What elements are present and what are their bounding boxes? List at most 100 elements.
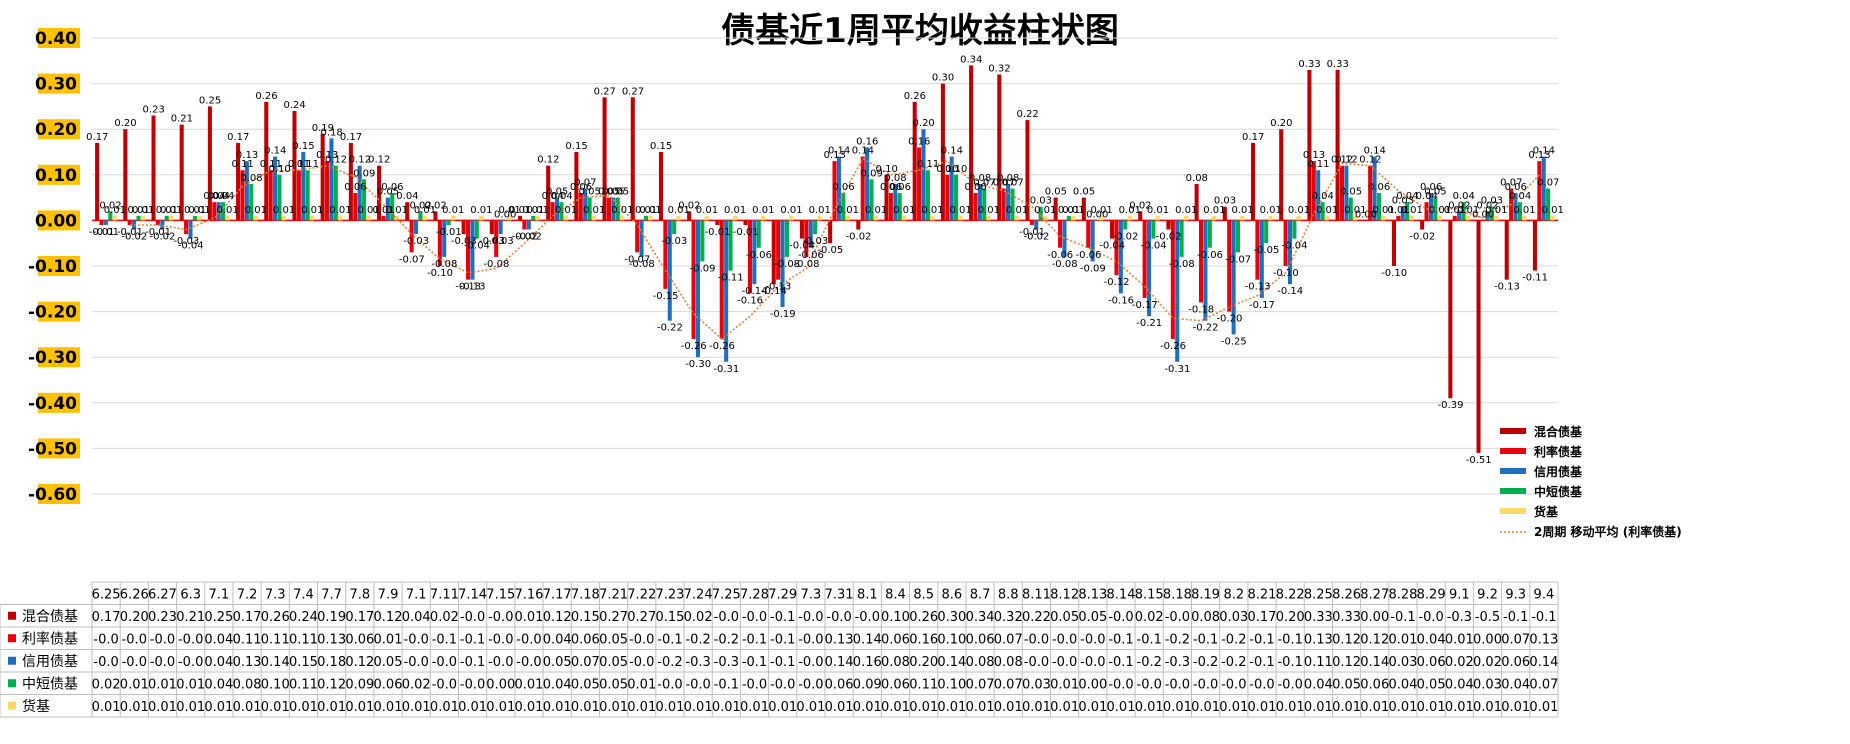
bar — [1255, 220, 1260, 280]
bar — [338, 215, 343, 221]
data-label: 0.07 — [1537, 177, 1559, 188]
bar — [236, 142, 241, 221]
data-label: 0.01 — [522, 205, 544, 216]
data-label: -0.06 — [746, 250, 772, 261]
table-cell: 0.12 — [317, 677, 346, 692]
table-cell: 0.00 — [486, 677, 515, 692]
data-label: 0.05 — [1424, 187, 1446, 198]
data-label: 0.00 — [1355, 209, 1377, 220]
table-cell: -0.1 — [432, 632, 457, 647]
bar — [1391, 220, 1396, 266]
table-cell: 0.01 — [853, 700, 882, 715]
bars — [95, 65, 1555, 453]
bar — [724, 220, 729, 362]
y-tick-label: 0.10 — [35, 166, 77, 186]
bar — [442, 220, 447, 257]
bar — [841, 193, 846, 221]
table-header-cell: 6.25 — [92, 587, 121, 602]
data-label: 0.03 — [1030, 196, 1052, 207]
data-label: -0.13 — [1494, 282, 1520, 293]
table-cell: 0.01 — [233, 700, 262, 715]
data-label: 0.01 — [611, 205, 633, 216]
bar — [1480, 220, 1485, 221]
table-header-cell: 7.31 — [825, 587, 854, 602]
data-label: 0.08 — [1186, 173, 1208, 184]
data-label: 0.00 — [1086, 209, 1108, 220]
data-label: 0.18 — [321, 127, 343, 138]
table-cell: -0.1 — [1277, 632, 1302, 647]
data-label: 0.01 — [1372, 205, 1394, 216]
data-label: 0.11 — [1307, 159, 1329, 170]
bar — [465, 220, 471, 280]
data-label: 0.06 — [889, 182, 911, 193]
table-cell: 0.01 — [176, 700, 205, 715]
data-label: -0.31 — [713, 364, 739, 375]
table-cell: 0.04 — [204, 655, 233, 670]
bar — [1420, 220, 1425, 230]
data-label: 0.10 — [945, 164, 967, 175]
bar — [1292, 220, 1297, 239]
table-header-cell: 8.6 — [942, 587, 963, 602]
bar — [574, 152, 579, 221]
table-cell: 0.33 — [1304, 610, 1333, 625]
data-label: 0.17 — [86, 132, 108, 143]
bar — [414, 220, 419, 235]
data-label: -0.10 — [427, 268, 453, 279]
table-cell: 0.01 — [1388, 632, 1417, 647]
data-label: 0.05 — [1045, 187, 1067, 198]
data-label: 0.21 — [171, 114, 193, 125]
bar — [1424, 202, 1429, 221]
table-cell: 0.01 — [1050, 677, 1079, 692]
data-label: -0.01 — [93, 227, 119, 238]
bar — [108, 211, 113, 221]
table-header-cell: 8.5 — [913, 587, 934, 602]
table-cell: 0.11 — [261, 632, 290, 647]
bar — [103, 220, 108, 225]
table-cell: 0.09 — [345, 677, 374, 692]
table-cell: 0.20 — [909, 655, 938, 670]
data-label: 0.27 — [594, 86, 616, 97]
table-cell: -0.0 — [93, 632, 118, 647]
table-cell: 0.01 — [1388, 700, 1417, 715]
bar — [643, 215, 648, 221]
data-label: 0.03 — [1392, 196, 1414, 207]
data-label: 0.12 — [349, 155, 371, 166]
table-cell: -0.0 — [1108, 677, 1133, 692]
table-header-cell: 8.8 — [998, 587, 1019, 602]
data-label: 0.11 — [260, 159, 282, 170]
bar — [715, 220, 720, 225]
bar — [789, 215, 794, 221]
bar — [1504, 220, 1509, 280]
bar — [1212, 215, 1217, 221]
table-cell: 0.14 — [853, 632, 882, 647]
data-label: 0.01 — [837, 205, 859, 216]
data-label: 0.01 — [1231, 205, 1253, 216]
data-label: 0.15 — [650, 141, 672, 152]
data-label: 0.01 — [184, 205, 206, 216]
table-cell: 0.23 — [148, 610, 177, 625]
data-label: -0.08 — [794, 259, 820, 270]
table-cell: 0.01 — [937, 700, 966, 715]
table-cell: 0.01 — [796, 700, 825, 715]
table-cell: -0.3 — [1165, 655, 1190, 670]
data-label: -0.09 — [1080, 263, 1106, 274]
table-header-cell: 8.22 — [1276, 587, 1305, 602]
table-cell: 0.17 — [92, 610, 121, 625]
table-cell: 0.14 — [825, 655, 854, 670]
bar — [658, 152, 663, 221]
bar — [1372, 156, 1377, 221]
legend-swatch — [1500, 448, 1526, 454]
bar — [253, 215, 258, 221]
table-cell: 0.02 — [430, 610, 459, 625]
data-label: -0.16 — [1108, 295, 1134, 306]
y-tick-label: -0.40 — [28, 394, 77, 414]
bar — [362, 179, 367, 221]
bar — [1311, 161, 1316, 221]
table-cell: 0.01 — [1445, 700, 1474, 715]
data-label: 0.13 — [824, 150, 846, 161]
table-cell: -0.5 — [1475, 610, 1500, 625]
bar — [1127, 215, 1132, 221]
bar — [151, 115, 156, 221]
bar — [474, 220, 479, 239]
table-cell: 0.01 — [374, 632, 403, 647]
